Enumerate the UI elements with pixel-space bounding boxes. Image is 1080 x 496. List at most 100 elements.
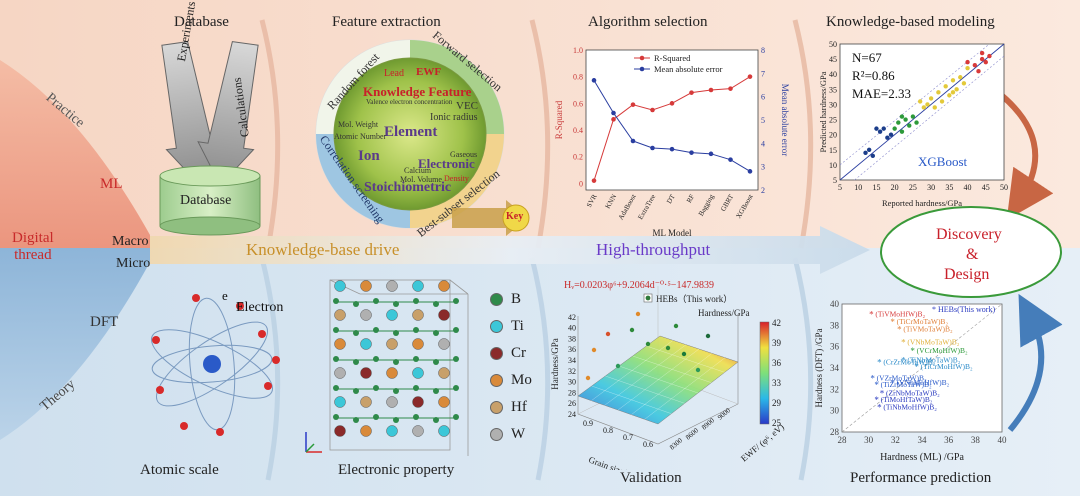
atom-b — [333, 385, 339, 391]
y-tick-label: 28 — [568, 388, 576, 397]
legend-swatch — [490, 293, 503, 306]
data-point — [629, 327, 635, 333]
database-cylinder-label: Database — [180, 193, 232, 208]
point-label: (ZrNbMoTaW)B₂ — [886, 389, 940, 398]
atom-cr — [334, 425, 346, 437]
axis-triad — [305, 432, 322, 453]
surface-grid — [644, 357, 726, 420]
series-point — [689, 150, 694, 155]
series-point — [669, 101, 675, 106]
data-point — [665, 345, 671, 351]
y-tick-label: 0.2 — [573, 153, 583, 162]
y-axis-label: R-Squared — [554, 100, 564, 139]
dft-label: DFT — [90, 314, 119, 330]
atom-cr — [412, 396, 424, 408]
formula-title: Hᵥ=0.0203φ⁶+9.2064d⁻⁰·⁵−147.9839 — [564, 280, 714, 291]
discovery-ellipse — [880, 206, 1062, 298]
x-tick-label: Bagging — [697, 193, 716, 218]
macro-label: Macro — [112, 234, 149, 249]
colorbar-tick-label: 29 — [772, 398, 782, 408]
algorithm-selection-title: Algorithm selection — [588, 14, 708, 30]
data-point — [910, 114, 916, 119]
x-tick-label: 5 — [838, 183, 842, 192]
data-point — [903, 117, 908, 122]
x-tick-label: DT — [665, 192, 677, 205]
crystal-structure — [305, 279, 469, 456]
x-tick-label: 0.6 — [643, 440, 653, 449]
micro-label: Micro — [116, 256, 151, 271]
data-point — [645, 341, 651, 347]
data-point — [877, 129, 883, 134]
point-label: (TiNbMoHfW)B₂ — [883, 402, 937, 411]
feature-wheel — [315, 39, 505, 229]
y-tick-label: 24 — [568, 410, 576, 419]
y-tick-label: 10 — [829, 161, 837, 170]
series-point — [747, 169, 753, 174]
y-tick-label: 40 — [830, 300, 840, 309]
data-point — [885, 135, 890, 140]
y-tick-label: 38 — [830, 320, 840, 330]
data-point — [591, 347, 597, 353]
point-label: (VNbMoTaW)B₂ — [907, 337, 959, 346]
annotation-r2: R²=0.86 — [852, 68, 895, 83]
data-point — [605, 331, 611, 337]
point-label: (TiVMoTaW)B₂ — [903, 325, 953, 334]
x-tick-label: XGBoost — [735, 193, 755, 220]
data-point — [914, 120, 919, 125]
data-point: * — [910, 346, 915, 356]
y-tick-label: 35 — [829, 85, 837, 94]
series-point — [728, 86, 733, 91]
x-axis-label: Reported hardness/GPa — [882, 198, 962, 208]
fit-line — [839, 43, 1005, 181]
x-tick-label: ExtraTree — [636, 193, 657, 221]
data-point — [976, 69, 981, 74]
atom-mo — [334, 338, 346, 350]
colorbar-tick-label: 25 — [772, 418, 782, 428]
atom-ti — [438, 425, 450, 437]
series-point — [708, 87, 714, 93]
word-lead: Lead — [384, 68, 404, 79]
atom-ti — [334, 280, 346, 292]
word-ewf: EWF — [416, 66, 442, 78]
atom-b — [453, 356, 459, 362]
y-tick-label: 36 — [568, 345, 576, 354]
atom-w — [386, 280, 398, 292]
y2-axis-label: Mean absolute error — [780, 84, 790, 156]
y-tick-label: 26 — [568, 399, 576, 408]
legend-swatch — [490, 401, 503, 414]
atom-b — [453, 327, 459, 333]
atom-hf — [438, 367, 450, 379]
x-tick-label: 38 — [971, 435, 981, 445]
legend-item-hf: Hf — [490, 394, 532, 421]
x-tick-label: 10 — [854, 183, 862, 192]
y-tick-label: 0.8 — [573, 73, 583, 82]
data-point — [936, 90, 941, 95]
atom-ti — [360, 338, 372, 350]
upper-band — [839, 43, 990, 166]
crystal-legend: B Ti Cr Mo Hf W — [490, 286, 532, 448]
y-tick-label: 32 — [830, 384, 839, 394]
legend-label: B — [511, 291, 522, 307]
legend-label: R-Squared — [654, 53, 691, 63]
feature-wheel-center: Knowledge Feature — [363, 84, 472, 99]
atom-mo — [438, 280, 450, 292]
feature-extraction-title: Feature extraction — [332, 14, 441, 30]
legend-item-cr: Cr — [490, 340, 532, 367]
atom-w — [412, 425, 424, 437]
y-tick-label: 50 — [829, 40, 837, 49]
data-point — [888, 132, 894, 137]
atom-ti — [386, 309, 398, 321]
series-point — [669, 146, 675, 152]
data-point — [983, 59, 988, 65]
point-label: (VNbMoHfW)B₂ — [897, 378, 950, 387]
data-point — [881, 126, 886, 131]
atom-graphic — [150, 294, 280, 436]
legend-label: * HEBs(This work) — [932, 305, 995, 314]
atom-b — [413, 356, 419, 362]
data-point — [987, 53, 992, 59]
atom-mo — [438, 396, 450, 408]
point-label: (TiNbMoTaW)B₂ — [907, 356, 960, 365]
atom-hf — [360, 396, 372, 408]
atom-mo — [386, 367, 398, 379]
